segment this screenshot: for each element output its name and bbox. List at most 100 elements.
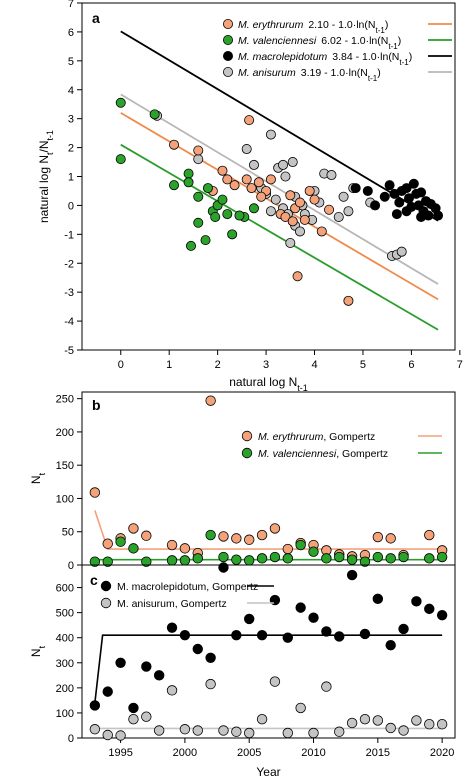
point-anisurum [192,725,203,736]
legend-marker-erythrurum [241,430,253,442]
x-axis-label-a: natural log Nt-1 [229,375,308,393]
point-anisurum [102,729,113,741]
point-anisurum [436,719,448,730]
point-erythrurum [309,194,320,205]
point-anisurum [280,171,291,182]
point-anisurum [205,678,216,690]
y-tick-label-b: 250 [56,394,74,406]
point-anisurum [166,685,178,696]
y-tick-label-b: 150 [56,460,74,472]
point-valenciennesi [385,553,396,564]
point-valenciennesi [308,546,319,557]
point-valenciennesi [227,229,238,240]
point-macrolepidotum [295,602,306,613]
y-tick-label-a: 6 [68,27,74,39]
legend-label-erythrurum: M. erythrurum 2.10 - 1.0·ln(Nt-1) [238,19,388,35]
point-valenciennesi [256,553,268,564]
point-anisurum [359,713,371,725]
point-erythrurum [205,395,216,406]
y-axis-label-c: Nt [29,645,47,657]
legend-marker-macrolepidotum [222,51,233,62]
legend-name: M. valenciennesi [238,35,317,47]
point-macrolepidotum [433,210,444,221]
point-macrolepidotum [244,613,255,625]
x-tick-label-c: 2010 [301,747,325,759]
legend-name: M. macrolepidotum [117,581,207,593]
point-valenciennesi [169,180,180,191]
panel-label-a: a [92,10,100,26]
x-axis-label-c: Year [256,765,280,779]
point-valenciennesi [248,203,259,214]
point-valenciennesi [192,553,203,564]
point-macrolepidotum [218,562,229,573]
point-valenciennesi [334,551,345,563]
y-axis-label-a: natural log Nt/Nt-1 [37,130,55,223]
point-erythrurum [217,165,228,176]
point-anisurum [338,191,349,202]
point-macrolepidotum [370,200,381,211]
point-erythrurum [385,533,396,544]
panel-label-b: b [92,397,101,413]
point-valenciennesi [149,109,160,120]
legend-marker-macrolepidotum [100,580,112,592]
point-erythrurum [246,183,257,194]
point-valenciennesi [424,553,435,564]
point-anisurum [153,725,165,736]
legend-label-erythrurum: M. erythrurum, Gompertz [258,431,375,443]
legend-suffix: , Gompertz [175,598,227,610]
point-erythrurum [424,529,435,541]
point-erythrurum [102,538,113,549]
point-macrolepidotum [179,630,191,641]
point-macrolepidotum [362,185,373,196]
point-valenciennesi [346,554,358,565]
point-valenciennesi [115,536,126,547]
y-tick-label-c: 500 [56,608,74,620]
plot-frame-c [81,564,456,739]
point-valenciennesi [200,235,211,246]
point-erythrurum [304,185,315,196]
point-valenciennesi [193,191,204,202]
regression-line-macrolepidotum [120,30,439,222]
point-erythrurum [256,529,268,541]
point-macrolepidotum [423,210,434,221]
point-valenciennesi [179,555,191,566]
point-anisurum [343,206,354,217]
point-erythrurum [89,487,101,498]
point-anisurum [385,722,396,734]
point-anisurum [244,727,255,739]
y-axis-label-text: /N [37,140,51,152]
point-macrolepidotum [256,630,268,641]
point-erythrurum [299,214,310,225]
legend-label-valenciennesi: M. valenciennesi, Gompertz [258,448,388,460]
y-tick-label-a: 4 [68,85,74,97]
y-tick-label-a: -4 [64,316,74,328]
legend-label-macrolepidotum: M. macrolepidotum, Gompertz [117,581,258,593]
point-valenciennesi [89,556,101,567]
point-macrolepidotum [141,661,152,672]
point-anisurum [326,170,337,181]
point-erythrurum [287,216,298,227]
y-axis-label-sub: t [37,472,47,475]
x-tick-label-a: 7 [457,359,463,371]
point-anisurum [411,715,422,726]
legend-equation-sub: t-1 [368,74,378,83]
point-valenciennesi [185,240,196,251]
point-valenciennesi [202,183,213,194]
y-tick-label-c: 600 [56,583,74,595]
panel-label-c: c [90,572,98,588]
point-anisurum [285,238,296,249]
point-anisurum [334,726,345,737]
point-anisurum [346,717,358,729]
point-anisurum [333,211,344,222]
y-tick-label-a: -2 [64,258,74,270]
point-valenciennesi [282,553,293,564]
y-tick-label-a: 7 [68,0,74,10]
point-macrolepidotum [411,596,422,607]
point-macrolepidotum [436,609,448,621]
y-tick-label-c: 300 [56,658,74,670]
point-erythrurum [343,295,354,306]
y-tick-label-a: 3 [68,114,74,126]
legend-name: M. erythrurum [258,431,324,443]
point-macrolepidotum [115,657,126,668]
legend-equation-end: ) [398,35,402,47]
